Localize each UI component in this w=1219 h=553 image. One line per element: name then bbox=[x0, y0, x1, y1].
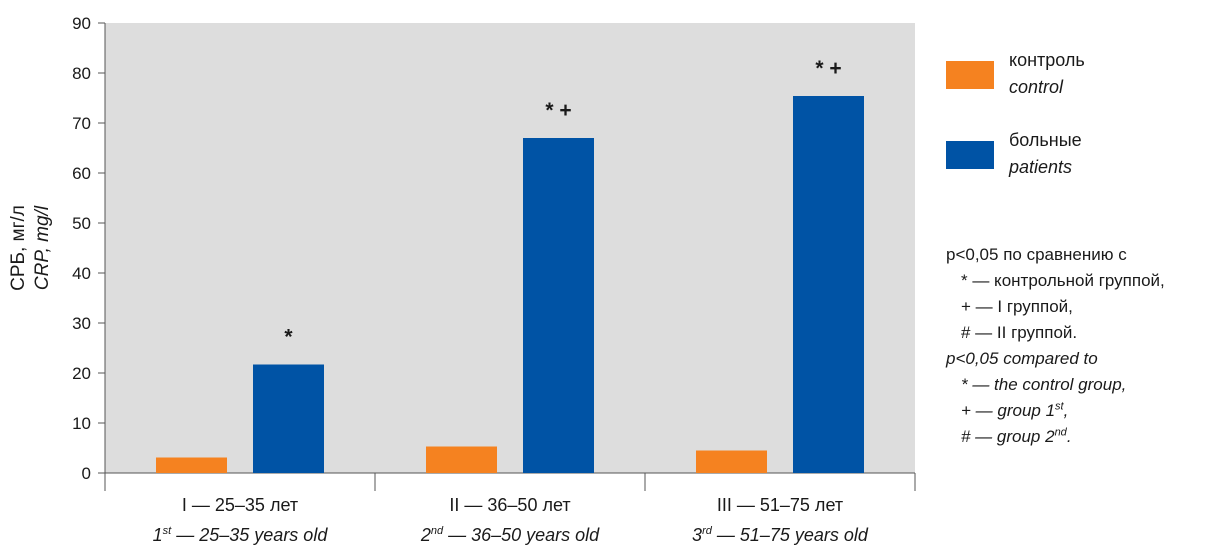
legend-item-control: контроль control bbox=[946, 47, 1216, 101]
legend-label-patients-en: patients bbox=[1009, 157, 1073, 177]
bars bbox=[156, 96, 864, 473]
bar-chart: 0 10 20 30 40 50 60 70 80 90 I — 25–35 лет 1st — 2… bbox=[8, 14, 916, 545]
legend-swatch-control bbox=[946, 61, 994, 89]
legend-swatch-patients bbox=[946, 141, 994, 169]
legend: контроль control больные patients bbox=[946, 47, 1216, 207]
note-item-en-control: * — the control group, bbox=[961, 375, 1127, 394]
y-axis-title-en: CRP, mg/l bbox=[32, 205, 53, 290]
y-tick-label: 20 bbox=[72, 364, 91, 383]
note-item-en-group2: # — group 2nd. bbox=[961, 426, 1072, 446]
significance-annotations: * * + * + bbox=[284, 57, 841, 349]
x-category-label-ru: II — 36–50 лет bbox=[449, 495, 570, 515]
bar-patients-2 bbox=[523, 138, 594, 473]
y-axis-title-ru: СРБ, мг/л bbox=[8, 205, 29, 291]
bar-control-3 bbox=[696, 450, 767, 473]
note-head-ru: p<0,05 по сравнению с bbox=[946, 245, 1127, 264]
y-tick-label: 40 bbox=[72, 264, 91, 283]
y-axis-title: СРБ, мг/л CRP, mg/l bbox=[8, 205, 53, 291]
x-axis: I — 25–35 лет 1st — 25–35 years old II — 3… bbox=[104, 472, 916, 545]
y-tick-label: 30 bbox=[72, 314, 91, 333]
plot-area bbox=[105, 23, 915, 473]
legend-label-patients-ru: больные bbox=[1009, 130, 1082, 150]
bar-control-2 bbox=[426, 446, 497, 473]
significance-marker: * + bbox=[815, 57, 841, 80]
y-axis: 0 10 20 30 40 50 60 70 80 90 bbox=[72, 14, 106, 483]
x-category-label-en: 2nd — 36–50 years old bbox=[420, 525, 600, 545]
significance-note: p<0,05 по сравнению с * — контрольной гр… bbox=[946, 242, 1218, 450]
y-tick-label: 0 bbox=[82, 464, 91, 483]
y-tick-label: 10 bbox=[72, 414, 91, 433]
note-item-ru-group2: # — II группой. bbox=[961, 323, 1078, 342]
note-item-ru-group1: + — I группой, bbox=[961, 297, 1073, 316]
bar-patients-1 bbox=[253, 364, 324, 473]
x-category-label-ru: III — 51–75 лет bbox=[717, 495, 843, 515]
bar-control-1 bbox=[156, 457, 227, 473]
legend-label-control-en: control bbox=[1009, 77, 1064, 97]
significance-marker: * bbox=[284, 326, 293, 349]
significance-marker: * + bbox=[545, 99, 571, 122]
note-item-en-group1: + — group 1st, bbox=[961, 400, 1069, 420]
note-head-en: p<0,05 compared to bbox=[946, 349, 1098, 368]
x-category-label-en: 1st — 25–35 years old bbox=[153, 525, 329, 545]
x-category-label-ru: I — 25–35 лет bbox=[182, 495, 298, 515]
y-tick-label: 70 bbox=[72, 114, 91, 133]
y-tick-label: 80 bbox=[72, 64, 91, 83]
y-tick-label: 60 bbox=[72, 164, 91, 183]
legend-item-patients: больные patients bbox=[946, 127, 1216, 181]
y-tick-label: 90 bbox=[72, 14, 91, 33]
y-tick-label: 50 bbox=[72, 214, 91, 233]
x-category-label-en: 3rd — 51–75 years old bbox=[692, 525, 869, 545]
legend-label-control-ru: контроль bbox=[1009, 50, 1085, 70]
bar-patients-3 bbox=[793, 96, 864, 473]
note-item-ru-control: * — контрольной группой, bbox=[961, 271, 1165, 290]
